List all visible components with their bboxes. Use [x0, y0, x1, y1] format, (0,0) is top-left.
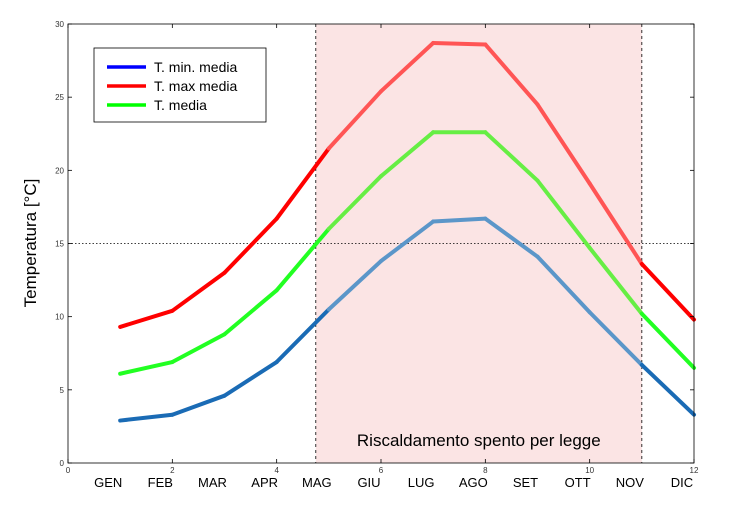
- month-label: MAR: [198, 475, 227, 490]
- series-0-segment: [118, 412, 175, 423]
- series-1-segment: [222, 216, 279, 275]
- series-0: [118, 216, 696, 423]
- series-1: [118, 41, 696, 329]
- series-2-segment: [274, 226, 331, 293]
- month-label: GEN: [94, 475, 122, 490]
- series-0-segment: [222, 360, 279, 398]
- series-0-segment: [483, 216, 540, 259]
- series-0-segment: [587, 310, 644, 367]
- y-tick-label: 20: [55, 166, 64, 175]
- x-tick-label: 10: [585, 466, 594, 475]
- series-1-segment: [587, 181, 644, 266]
- shaded-region-label: Riscaldamento spento per legge: [357, 431, 601, 450]
- series-2-segment: [379, 130, 436, 179]
- legend: T. min. media T. max media T. media: [93, 47, 267, 123]
- series-2-segment: [326, 174, 383, 231]
- series-0-segment: [274, 307, 331, 365]
- month-label: GIU: [357, 475, 380, 490]
- series-0-segment: [535, 254, 592, 315]
- x-tick-label: 12: [690, 466, 699, 475]
- series-1-segment: [326, 89, 383, 151]
- series-2-segment: [222, 288, 279, 337]
- series-1-segment: [483, 42, 540, 107]
- x-tick-label: 0: [66, 466, 71, 475]
- legend-label: T. media: [154, 97, 207, 113]
- x-tick-label: 6: [379, 466, 384, 475]
- series-2-segment: [118, 360, 175, 376]
- series-2-segment: [483, 130, 540, 183]
- month-label: SET: [513, 475, 538, 490]
- month-label: FEB: [148, 475, 173, 490]
- series-0-segment: [639, 362, 696, 417]
- series-0-segment: [431, 216, 488, 224]
- y-tick-label: 10: [55, 313, 64, 322]
- tick-layer: 0 2 4 6 8 10 12 0 5 10 15 20 25 30 GEN FEB MAR APR MAG GIU L…: [55, 20, 699, 490]
- series-1-segment: [639, 261, 696, 322]
- series-layer: [118, 41, 696, 423]
- x-tick-label: 2: [170, 466, 175, 475]
- y-axis-label: Temperatura [°C]: [21, 179, 40, 308]
- series-2-segment: [587, 245, 644, 316]
- x-tick-label: 8: [483, 466, 488, 475]
- y-tick-label: 15: [55, 240, 64, 249]
- month-label: DIC: [671, 475, 693, 490]
- series-0-segment: [326, 259, 383, 312]
- series-1-segment: [274, 146, 331, 221]
- series-2-segment: [639, 311, 696, 370]
- series-1-segment: [170, 270, 227, 313]
- month-label: APR: [251, 475, 278, 490]
- y-tick-label: 30: [55, 20, 64, 29]
- legend-label: T. min. media: [154, 59, 237, 75]
- series-1-segment: [118, 308, 175, 329]
- legend-label: T. max media: [154, 78, 237, 94]
- series-1-segment: [535, 102, 592, 186]
- series-1-segment: [379, 41, 436, 94]
- series-2: [118, 130, 696, 376]
- y-tick-label: 5: [60, 386, 65, 395]
- month-label: OTT: [565, 475, 591, 490]
- series-2-segment: [170, 332, 227, 365]
- month-label: NOV: [616, 475, 645, 490]
- series-2-segment: [535, 178, 592, 250]
- x-tick-label: 4: [274, 466, 279, 475]
- month-label: MAG: [302, 475, 332, 490]
- month-label: AGO: [459, 475, 488, 490]
- y-tick-label: 25: [55, 93, 64, 102]
- series-1-segment: [431, 41, 488, 47]
- series-0-segment: [170, 393, 227, 417]
- y-tick-label: 0: [60, 459, 65, 468]
- month-label: LUG: [408, 475, 435, 490]
- series-0-segment: [379, 219, 436, 264]
